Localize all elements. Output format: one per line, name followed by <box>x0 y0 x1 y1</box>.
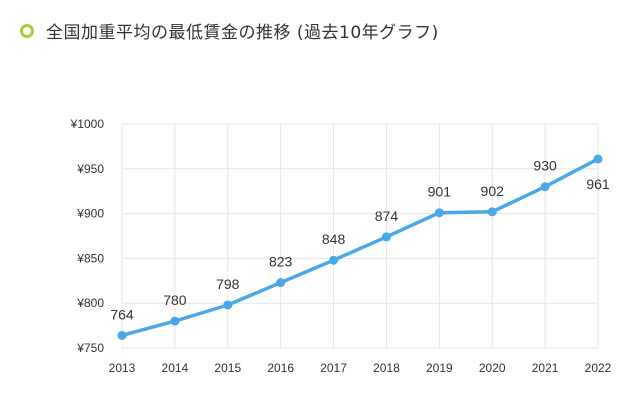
data-label: 764 <box>110 306 134 322</box>
data-label: 961 <box>586 176 610 192</box>
y-tick-label: ¥900 <box>76 207 104 221</box>
data-point <box>593 154 603 164</box>
data-label: 798 <box>216 276 240 292</box>
series-line <box>120 157 600 338</box>
data-point <box>276 278 286 288</box>
data-label: 848 <box>322 231 346 247</box>
x-tick-label: 2019 <box>426 361 453 375</box>
data-point <box>487 207 497 217</box>
x-tick-label: 2016 <box>267 361 294 375</box>
data-label: 901 <box>428 184 452 200</box>
data-point <box>170 316 180 326</box>
y-tick-label: ¥850 <box>76 251 104 265</box>
data-point <box>329 255 339 265</box>
x-tick-label: 2014 <box>162 361 189 375</box>
circle-bullet-icon <box>20 23 34 38</box>
data-label: 874 <box>375 208 399 224</box>
x-tick-label: 2020 <box>479 361 506 375</box>
data-point <box>540 182 550 192</box>
data-point <box>434 208 444 218</box>
x-tick-label: 2015 <box>214 361 241 375</box>
page-title: 全国加重平均の最低賃金の推移 (過去10年グラフ) <box>46 23 439 43</box>
data-point <box>223 300 233 310</box>
y-tick-label: ¥750 <box>76 341 104 355</box>
y-tick-label: ¥800 <box>76 296 104 310</box>
chart-heading: 全国加重平均の最低賃金の推移 (過去10年グラフ) <box>20 18 439 43</box>
data-label: 823 <box>269 254 293 270</box>
data-label: 902 <box>481 183 505 199</box>
data-point <box>117 330 127 340</box>
x-tick-label: 2021 <box>532 361 559 375</box>
x-tick-label: 2018 <box>373 361 400 375</box>
x-tick-label: 2017 <box>320 361 347 375</box>
y-tick-label: ¥1000 <box>70 117 105 131</box>
x-tick-label: 2013 <box>109 361 136 375</box>
data-label: 930 <box>533 158 557 174</box>
data-point <box>381 232 391 242</box>
y-tick-label: ¥950 <box>76 162 104 176</box>
x-tick-label: 2022 <box>585 361 612 375</box>
data-label: 780 <box>163 292 187 308</box>
